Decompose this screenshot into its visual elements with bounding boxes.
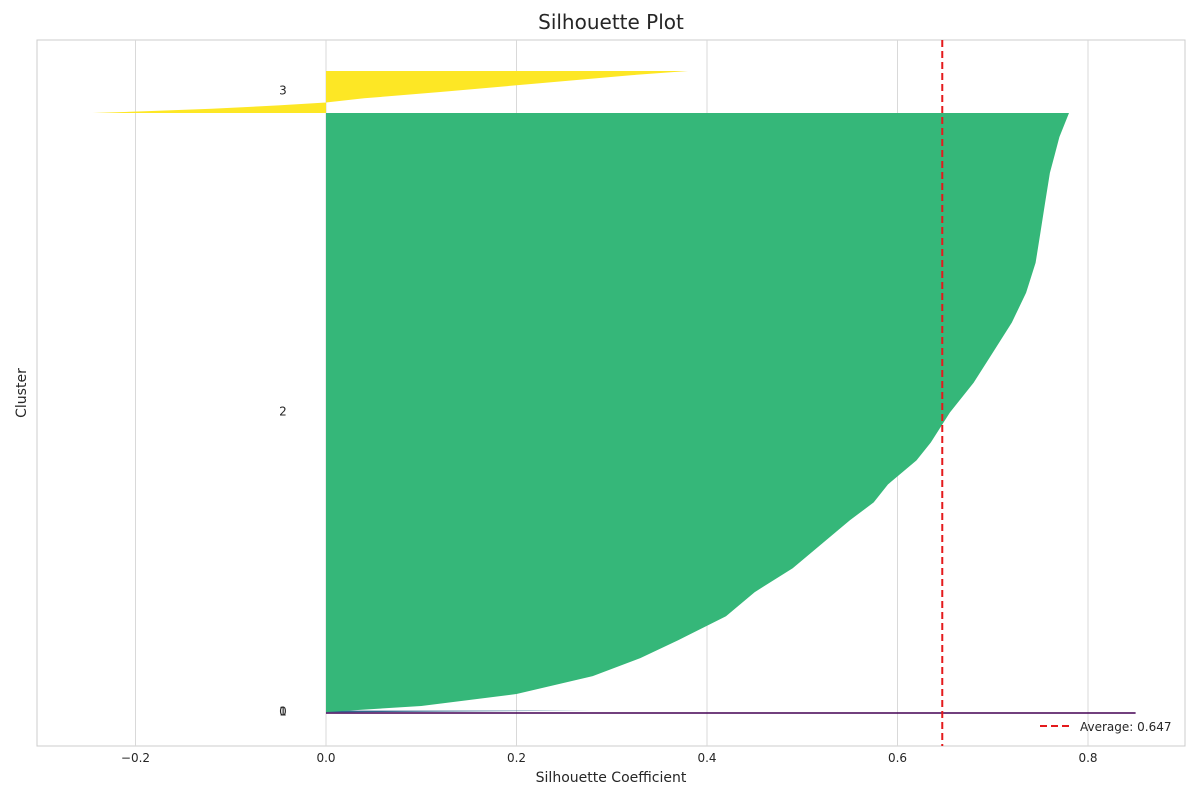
x-axis-label: Silhouette Coefficient	[536, 770, 687, 786]
x-tick-label: 0.8	[1078, 751, 1097, 765]
cluster-2-silhouette	[326, 113, 1069, 712]
cluster-labels: 01 2 3	[279, 84, 287, 719]
cluster-0-silhouette	[326, 712, 1136, 714]
x-tick-labels: −0.2 0.0 0.2 0.4 0.6 0.8	[121, 751, 1098, 765]
y-axis-label: Cluster	[14, 368, 30, 418]
legend: Average: 0.647	[1040, 720, 1172, 734]
cluster-silhouettes	[92, 71, 1136, 714]
cluster-label-0: 0	[279, 705, 287, 719]
cluster-3-silhouette	[92, 71, 689, 113]
x-tick-label: 0.2	[507, 751, 526, 765]
x-tick-label: 0.4	[697, 751, 716, 765]
x-tick-label: 0.6	[888, 751, 907, 765]
cluster-1-silhouette	[326, 710, 593, 713]
x-tick-label: −0.2	[121, 751, 150, 765]
legend-label-average: Average: 0.647	[1080, 720, 1172, 734]
cluster-label-1: 1	[279, 705, 287, 719]
cluster-label-3: 3	[279, 84, 287, 98]
cluster-label-2: 2	[279, 405, 287, 419]
x-tick-label: 0.0	[316, 751, 335, 765]
chart-title: Silhouette Plot	[538, 10, 684, 34]
